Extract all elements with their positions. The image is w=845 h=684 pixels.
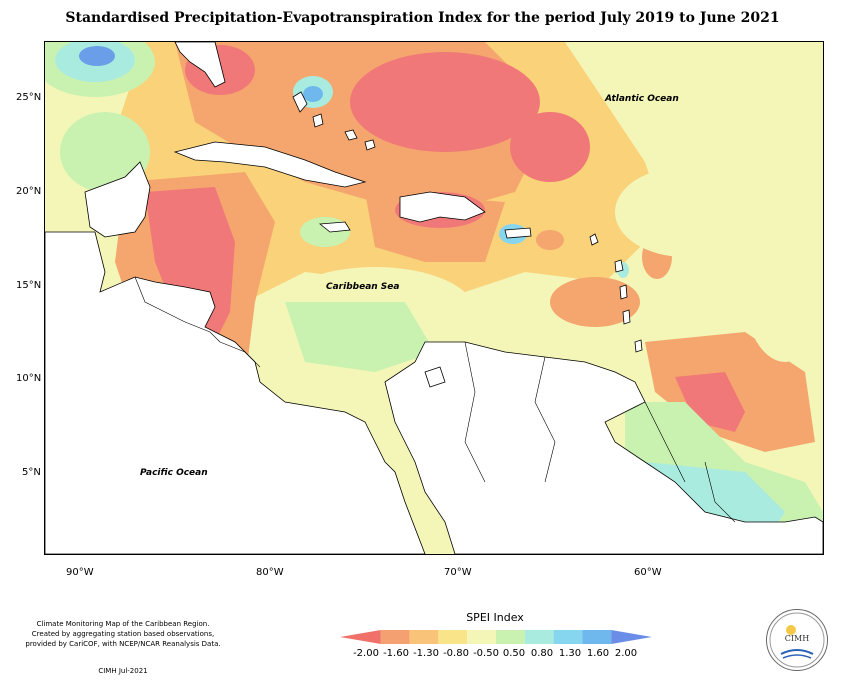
legend-tick: -0.50	[473, 648, 499, 659]
footer-note: Climate Monitoring Map of the Caribbean …	[8, 619, 238, 649]
cimh-logo: CIMH	[766, 609, 828, 671]
land-masses	[45, 42, 823, 554]
legend-swatch	[340, 630, 381, 644]
legend-tick: 0.50	[502, 648, 526, 659]
lat-tick-label: 25°N	[16, 92, 42, 103]
legend-swatch	[582, 630, 612, 644]
legend-tick: -1.60	[383, 648, 409, 659]
lat-tick-label: 5°N	[22, 467, 41, 478]
legend-title: SPEI Index	[466, 611, 524, 624]
legend-tick: 0.80	[530, 648, 554, 659]
spei-map-canvas	[45, 42, 823, 554]
legend-tick: 1.30	[558, 648, 582, 659]
legend-tick: 2.00	[614, 648, 638, 659]
caribbean-sea-label: Caribbean Sea	[326, 282, 400, 292]
footer-line: Climate Monitoring Map of the Caribbean …	[36, 620, 210, 628]
country-borders	[134, 276, 736, 523]
cimh-logo-text: CIMH	[784, 634, 810, 643]
lon-tick-label: 60°W	[634, 567, 662, 578]
legend-swatch	[611, 630, 652, 644]
legend-tick: -1.30	[413, 648, 439, 659]
atlantic-ocean-label: Atlantic Ocean	[605, 94, 679, 104]
footer-org: CIMH Jul-2021	[98, 667, 148, 675]
pacific-ocean-label: Pacific Ocean	[140, 468, 208, 478]
lat-tick-label: 20°N	[16, 186, 42, 197]
legend-swatch	[380, 630, 410, 644]
legend-ticks: -2.00 -1.60 -1.30 -0.80 -0.50 0.50 0.80 …	[340, 648, 652, 662]
lon-tick-label: 80°W	[256, 567, 284, 578]
map-title: Standardised Precipitation-Evapotranspir…	[65, 10, 780, 26]
lon-tick-label: 70°W	[444, 567, 472, 578]
legend-swatch	[438, 630, 468, 644]
footer-line: Created by aggregating station based obs…	[31, 630, 215, 638]
spei-map: Atlantic Ocean Caribbean Sea Pacific Oce…	[44, 41, 824, 555]
legend-swatch	[409, 630, 439, 644]
legend-color-bar	[340, 630, 652, 644]
cimh-logo-icon	[769, 612, 825, 668]
legend-swatch	[496, 630, 525, 644]
legend-tick: 1.60	[586, 648, 610, 659]
legend-swatch	[553, 630, 583, 644]
legend-tick: -2.00	[353, 648, 379, 659]
legend-swatch	[467, 630, 496, 644]
lat-tick-label: 10°N	[16, 373, 42, 384]
lat-tick-label: 15°N	[16, 280, 42, 291]
lon-tick-label: 90°W	[66, 567, 94, 578]
legend-tick: -0.80	[443, 648, 469, 659]
legend-swatch	[524, 630, 554, 644]
footer-line: provided by CariCOF, with NCEP/NCAR Rean…	[25, 640, 221, 648]
